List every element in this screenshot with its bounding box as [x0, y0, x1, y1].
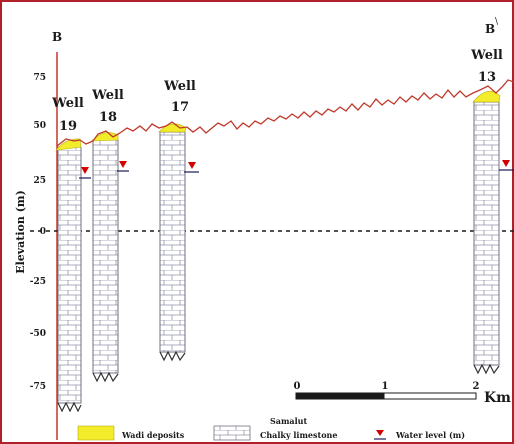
water-marker-19 — [79, 167, 91, 179]
tick-label: -25 — [30, 277, 46, 287]
legend-wadi-swatch — [77, 425, 115, 441]
legend-water-label: Water level (m) — [395, 430, 465, 440]
column-well-13 — [473, 101, 500, 366]
well-19-number: 19 — [59, 119, 77, 134]
tick-label: -50 — [30, 329, 46, 339]
well-13-word: Well — [470, 48, 503, 63]
well-17-number: 17 — [171, 100, 189, 115]
legend: Wadi deposits Samalut Chalky limestone W… — [77, 416, 465, 441]
well-18-number: 18 — [99, 110, 117, 125]
wadi-cap-19 — [55, 138, 82, 151]
well-18-word: Well — [91, 88, 124, 103]
scale-unit: Km — [484, 390, 511, 406]
legend-limestone-swatch — [213, 425, 251, 441]
tick-label: -75 — [30, 382, 46, 392]
well-labels: Well 19 Well 18 Well 17 Well 13 — [51, 48, 503, 134]
tick-label: 50 — [33, 121, 46, 131]
axis-title: Elevation (m) — [14, 190, 27, 274]
well-17-word: Well — [163, 79, 196, 94]
well-13-number: 13 — [478, 70, 496, 85]
legend-limestone-line2: Chalky limestone — [260, 430, 337, 440]
water-marker-18 — [117, 161, 129, 172]
scale-tick-0: 0 — [294, 381, 301, 392]
ground-surface — [56, 79, 514, 147]
water-marker-13 — [499, 160, 514, 171]
tick-label: 75 — [33, 73, 46, 83]
scale-tick-1: 1 — [382, 381, 389, 392]
section-end-mark: \ — [495, 17, 499, 27]
wadi-cap-13 — [472, 90, 501, 103]
section-start-label: B — [52, 30, 62, 44]
section-end-label: B — [485, 22, 495, 36]
legend-wadi-label: Wadi deposits — [121, 430, 185, 440]
axis-ticks: 75 50 25 0 -25 -50 -75 — [30, 73, 46, 392]
tick-label: 25 — [33, 176, 46, 186]
column-well-19 — [57, 146, 82, 404]
scale-bar: 0 1 2 Km — [294, 381, 512, 406]
legend-limestone-line1: Samalut — [270, 416, 307, 426]
wadi-deposits — [55, 90, 501, 151]
column-well-18 — [92, 139, 119, 374]
wadi-cap-17 — [158, 123, 187, 133]
tick-label: 0 — [40, 227, 46, 237]
column-bottoms — [57, 350, 500, 413]
well-columns — [57, 101, 500, 404]
water-marker-17 — [184, 162, 199, 173]
well-19-word: Well — [51, 96, 84, 111]
legend-water-marker — [376, 430, 384, 436]
column-well-17 — [159, 131, 186, 353]
water-levels — [79, 160, 514, 179]
scale-tick-2: 2 — [473, 381, 480, 392]
